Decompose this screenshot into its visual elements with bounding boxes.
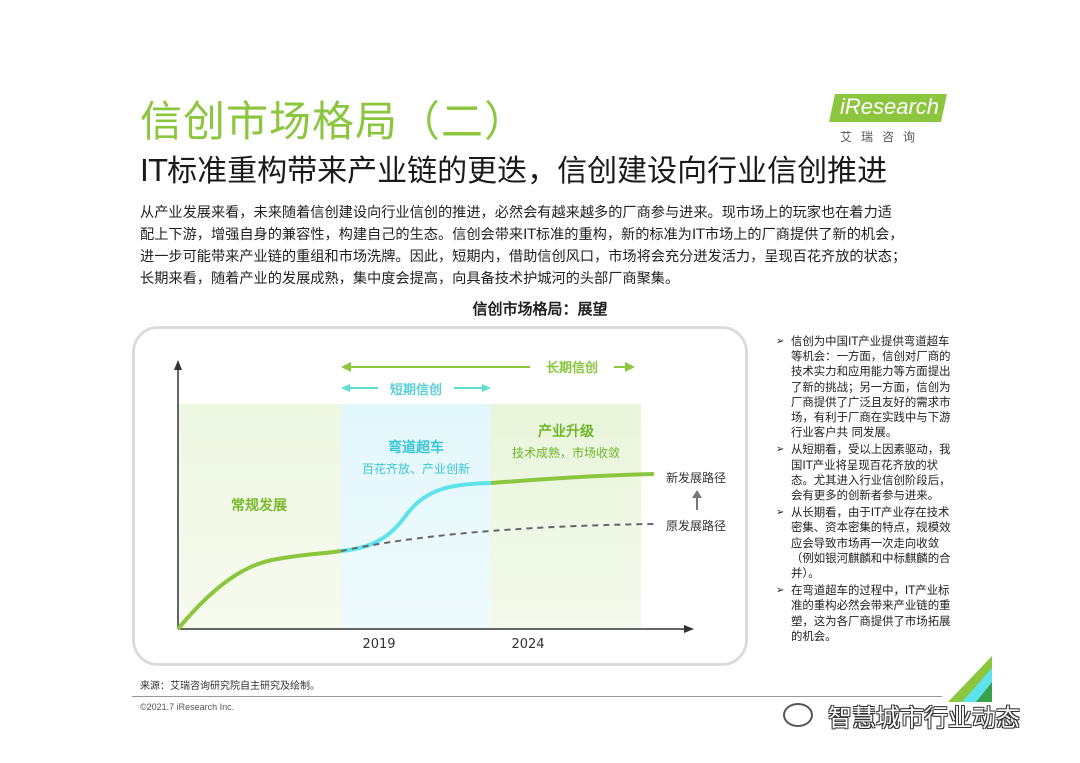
note-item: ➢ 在弯道超车的过程中，IT产业标准的重构必然会带来产业链的重塑，这为各厂商提供了… [776,583,958,644]
wechat-icon [783,703,813,727]
phase-name-leapfrog: 弯道超车 [388,439,444,456]
note-text: 在弯道超车的过程中，IT产业标准的重构必然会带来产业链的重塑，这为各厂商提供了市… [791,583,951,643]
short-term-label-bg [378,378,454,400]
x-tick-label: 2019 [362,637,395,652]
intro-line: 配上下游，增强自身的兼容性，构建自己的生态。信创会带来IT标准的重构，新的标准为… [140,227,904,243]
iresearch-logo: iResearch 艾瑞咨询 [829,88,947,146]
curve-normal-growth [176,549,342,631]
notes-list: ➢ 信创为中国IT产业提供弯道超车等机会：一方面，信创对厂商的技术实力和应用能力等… [776,334,958,646]
outlook-diagram: 长期信创 短期信创 常规发展 弯道超车 百花齐放、产业创新 产业升级 技术成熟，… [174,356,726,652]
watermark: 智慧城市行业动态 [828,704,1020,732]
short-term-label: 短期信创 [390,382,442,398]
long-term-label: 长期信创 [546,360,598,376]
note-text: 信创为中国IT产业提供弯道超车等机会：一方面，信创对厂商的技术实力和应用能力等方… [791,334,951,440]
corner-decoration [948,656,992,702]
phase-bg-normal [178,404,341,629]
arrow-bullet-icon: ➢ [776,507,785,519]
copyright: ©2021.7 iResearch Inc. [140,702,235,712]
note-text: 从长期看，由于IT产业存在技术密集、资本密集的特点，规模效应会导致市场再一次走向… [791,505,951,581]
intro-line: 进一步可能带来产业链的重组和市场洗牌。因此，短期内，借助信创风口，市场将会充分迸… [140,249,907,265]
arrow-bullet-icon: ➢ [776,444,785,456]
arrow-bullet-icon: ➢ [776,336,785,347]
long-term-arrowhead-left [341,362,351,372]
y-axis-arrow [174,360,182,370]
original-path-label: 原发展路径 [666,518,726,533]
intro-paragraph: 从产业发展来看，未来随着信创建设向行业信创的推进，必然会有越来越多的厂商参与进来… [140,202,970,290]
note-text: 从短期看，受以上因素驱动，我国IT产业将呈现百花齐放的状态。尤其进入行业信创阶段… [791,442,951,503]
source-note: 来源：艾瑞咨询研究院自主研究及绘制。 [140,681,320,692]
logo-sub: 艾瑞咨询 [840,130,925,144]
phase-bg-upgrade [491,404,641,629]
footer-divider [132,696,942,697]
phase-name-normal: 常规发展 [231,497,287,514]
note-item: ➢ 从长期看，由于IT产业存在技术密集、资本密集的特点，规模效应会导致市场再一次走… [776,505,958,581]
short-term-arrowhead-right [482,384,491,392]
new-path-label: 新发展路径 [666,470,726,485]
upgrade-arrowhead [692,490,702,498]
long-term-label-bg [530,356,614,378]
long-term-arrowhead-right [625,362,635,372]
arrow-bullet-icon: ➢ [776,585,785,597]
page-title: 信创市场格局（二） [140,97,528,146]
short-term-arrowhead-left [341,384,350,392]
x-tick-label: 2024 [511,637,544,652]
phase-desc-upgrade: 技术成熟，市场收敛 [512,445,620,460]
note-item: ➢ 信创为中国IT产业提供弯道超车等机会：一方面，信创对厂商的技术实力和应用能力等… [776,334,958,440]
phase-desc-leapfrog: 百花齐放、产业创新 [362,461,470,476]
page-subtitle: IT标准重构带来产业链的更迭，信创建设向行业信创推进 [140,154,888,189]
phase-name-upgrade: 产业升级 [538,423,595,440]
logo-brand: iResearch [840,94,940,119]
note-item: ➢ 从短期看，受以上因素驱动，我国IT产业将呈现百花齐放的状态。尤其进入行业信创阶… [776,442,958,503]
intro-line: 从产业发展来看，未来随着信创建设向行业信创的推进，必然会有越来越多的厂商参与进来… [140,205,892,221]
intro-line: 长期来看，随着产业的发展成熟，集中度会提高，向具备技术护城河的头部厂商聚集。 [140,271,680,287]
x-axis-arrow [684,625,694,633]
curve-new-path-upgrade [490,472,655,485]
chart-title: 信创市场格局：展望 [472,300,608,318]
phase-bg-leapfrog [341,404,491,629]
